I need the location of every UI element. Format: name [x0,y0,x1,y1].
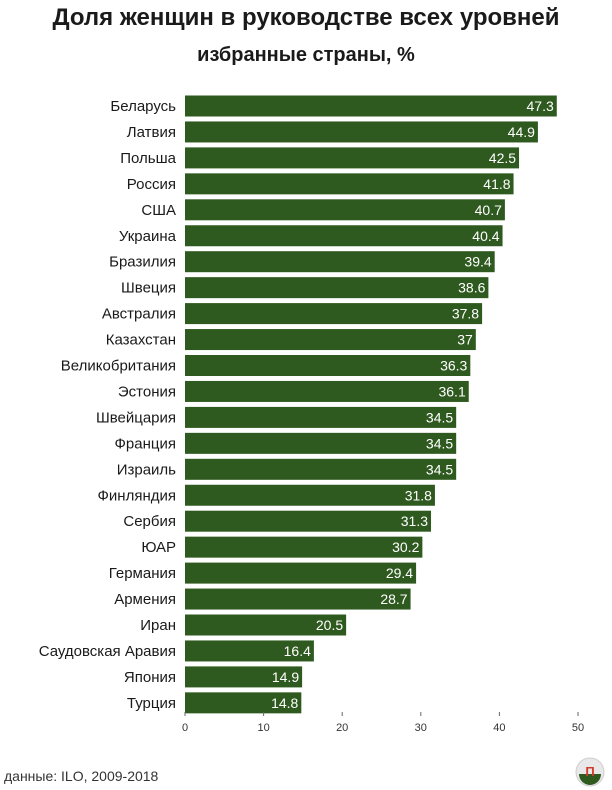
bar [185,536,423,558]
bar [185,458,457,480]
bar [185,666,303,688]
value-label: 40.7 [475,202,502,218]
chart-subtitle: избранные страны, % [197,44,415,66]
bar [185,199,505,221]
bar [185,692,302,714]
bar [185,562,417,584]
bar [185,303,483,325]
category-label: Германия [109,565,176,582]
bar [185,510,432,532]
bar [185,277,489,299]
chart-title: Доля женщин в руководстве всех уровней [52,4,560,31]
category-label: Бразилия [109,254,176,271]
x-tick-label: 10 [257,722,269,734]
bar [185,588,411,610]
value-label: 34.5 [426,409,453,425]
value-label: 30.2 [392,539,419,555]
category-label: Австралия [102,306,176,323]
category-label: Сербия [123,513,176,530]
bar [185,484,435,506]
value-label: 31.3 [401,513,428,529]
value-label: 38.6 [458,280,485,296]
category-label: Беларусь [110,98,176,115]
value-label: 31.8 [405,487,432,503]
category-label: Финляндия [98,487,176,504]
category-label: ЮАР [141,539,176,556]
x-tick-label: 30 [415,722,427,734]
value-label: 36.3 [440,358,467,374]
category-label: Франция [115,435,176,452]
category-label: Польша [120,150,176,167]
value-label: 40.4 [472,228,499,244]
category-label: Эстония [118,383,176,400]
bar [185,329,476,351]
value-label: 34.5 [426,461,453,477]
category-label: Швейцария [96,409,176,426]
category-label: Израиль [117,461,176,478]
value-label: 47.3 [527,98,554,114]
value-label: 44.9 [508,124,535,140]
bars-layer: Беларусь 47.3 Латвия 44.9 Польша 42.5 Россия 41… [39,95,557,714]
value-label: 37.8 [452,306,479,322]
bar [185,147,520,169]
value-label: 20.5 [316,617,343,633]
value-label: 28.7 [380,591,407,607]
bar [185,173,514,195]
bar [185,614,347,636]
category-label: Иран [140,617,176,634]
value-label: 16.4 [284,643,311,659]
bar [185,640,314,662]
bar [185,121,538,143]
category-label: Россия [127,176,176,193]
category-label: Казахстан [106,332,176,349]
category-label: Латвия [127,124,176,141]
bar [185,380,469,402]
x-tick-label: 20 [336,722,348,734]
value-label: 34.5 [426,435,453,451]
source-note: данные: ILO, 2009-2018 [4,768,159,784]
bar [185,406,457,428]
bar [185,355,471,376]
value-label: 37 [457,332,473,348]
value-label: 39.4 [464,254,491,270]
x-tick-label: 40 [493,722,505,734]
x-tick-label: 0 [182,722,188,734]
category-label: Украина [119,228,177,245]
category-label: Турция [127,695,176,712]
bar [185,95,557,117]
category-label: США [141,202,176,219]
value-label: 36.1 [438,383,465,399]
value-label: 42.5 [489,150,516,166]
category-label: Саудовская Аравия [39,643,176,660]
x-axis: 0 10 20 30 40 50 [182,712,584,734]
x-tick-label: 50 [572,722,584,734]
bar [185,432,457,454]
category-label: Великобритания [61,358,176,375]
value-label: 14.8 [271,695,298,711]
value-label: 29.4 [386,565,413,581]
category-label: Япония [124,669,176,686]
bar [185,251,495,273]
logo-letter: П [585,764,594,779]
category-label: Швеция [121,280,176,297]
publisher-logo-icon: П [575,757,605,787]
value-label: 41.8 [483,176,510,192]
category-label: Армения [114,591,176,608]
bar [185,225,503,247]
value-label: 14.9 [272,669,299,685]
